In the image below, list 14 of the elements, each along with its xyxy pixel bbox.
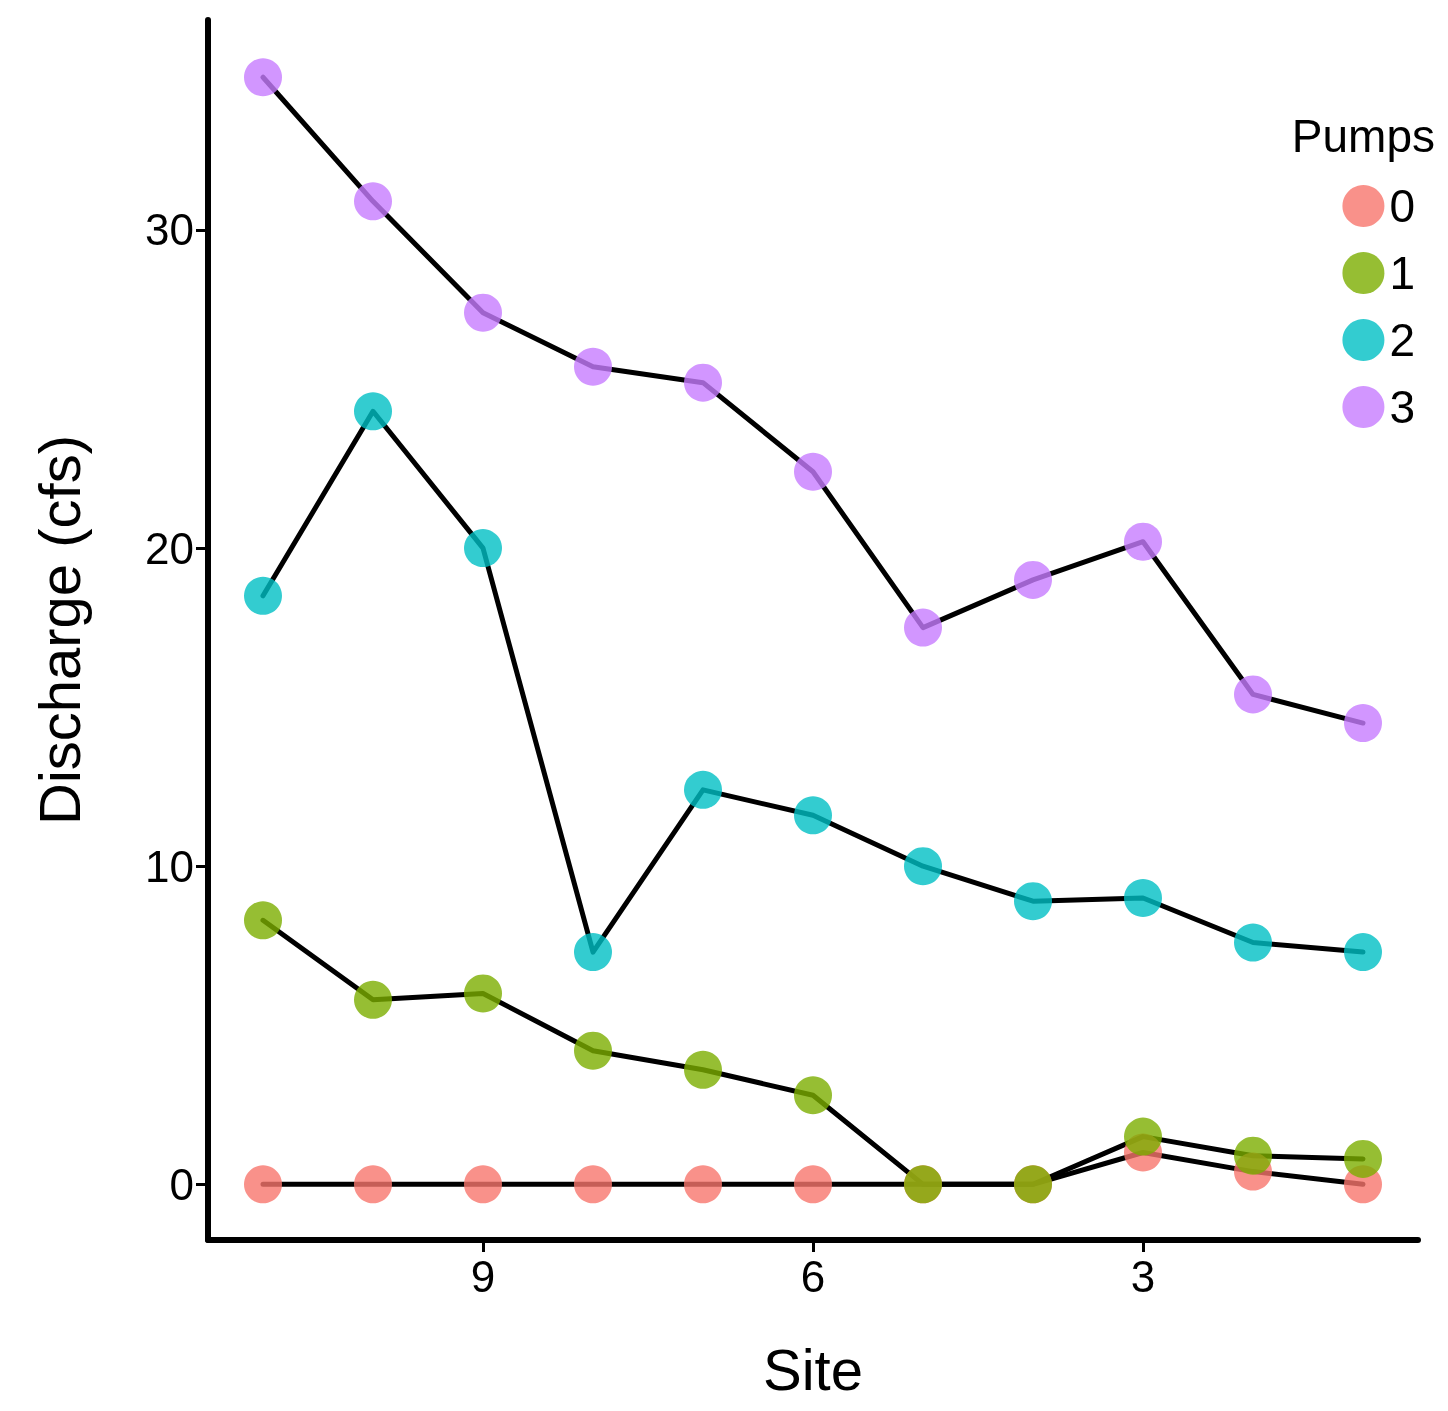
- legend-label: 3: [1389, 381, 1416, 433]
- y-tick-label: 10: [145, 841, 194, 891]
- y-tick-label: 30: [145, 205, 194, 255]
- y-tick-label: 20: [145, 523, 194, 573]
- x-tick-label: 3: [1130, 1251, 1156, 1301]
- y-tick-label: 0: [169, 1159, 194, 1209]
- x-tick-label: 9: [470, 1251, 496, 1301]
- legend-title: Pumps: [1291, 110, 1436, 162]
- legend-label: 0: [1389, 180, 1416, 232]
- y-axis-title: Discharge (cfs): [26, 435, 92, 825]
- legend-label: 1: [1389, 247, 1416, 299]
- x-tick-label: 6: [800, 1251, 826, 1301]
- x-axis-title: Site: [763, 1336, 863, 1402]
- legend-label: 2: [1389, 314, 1416, 366]
